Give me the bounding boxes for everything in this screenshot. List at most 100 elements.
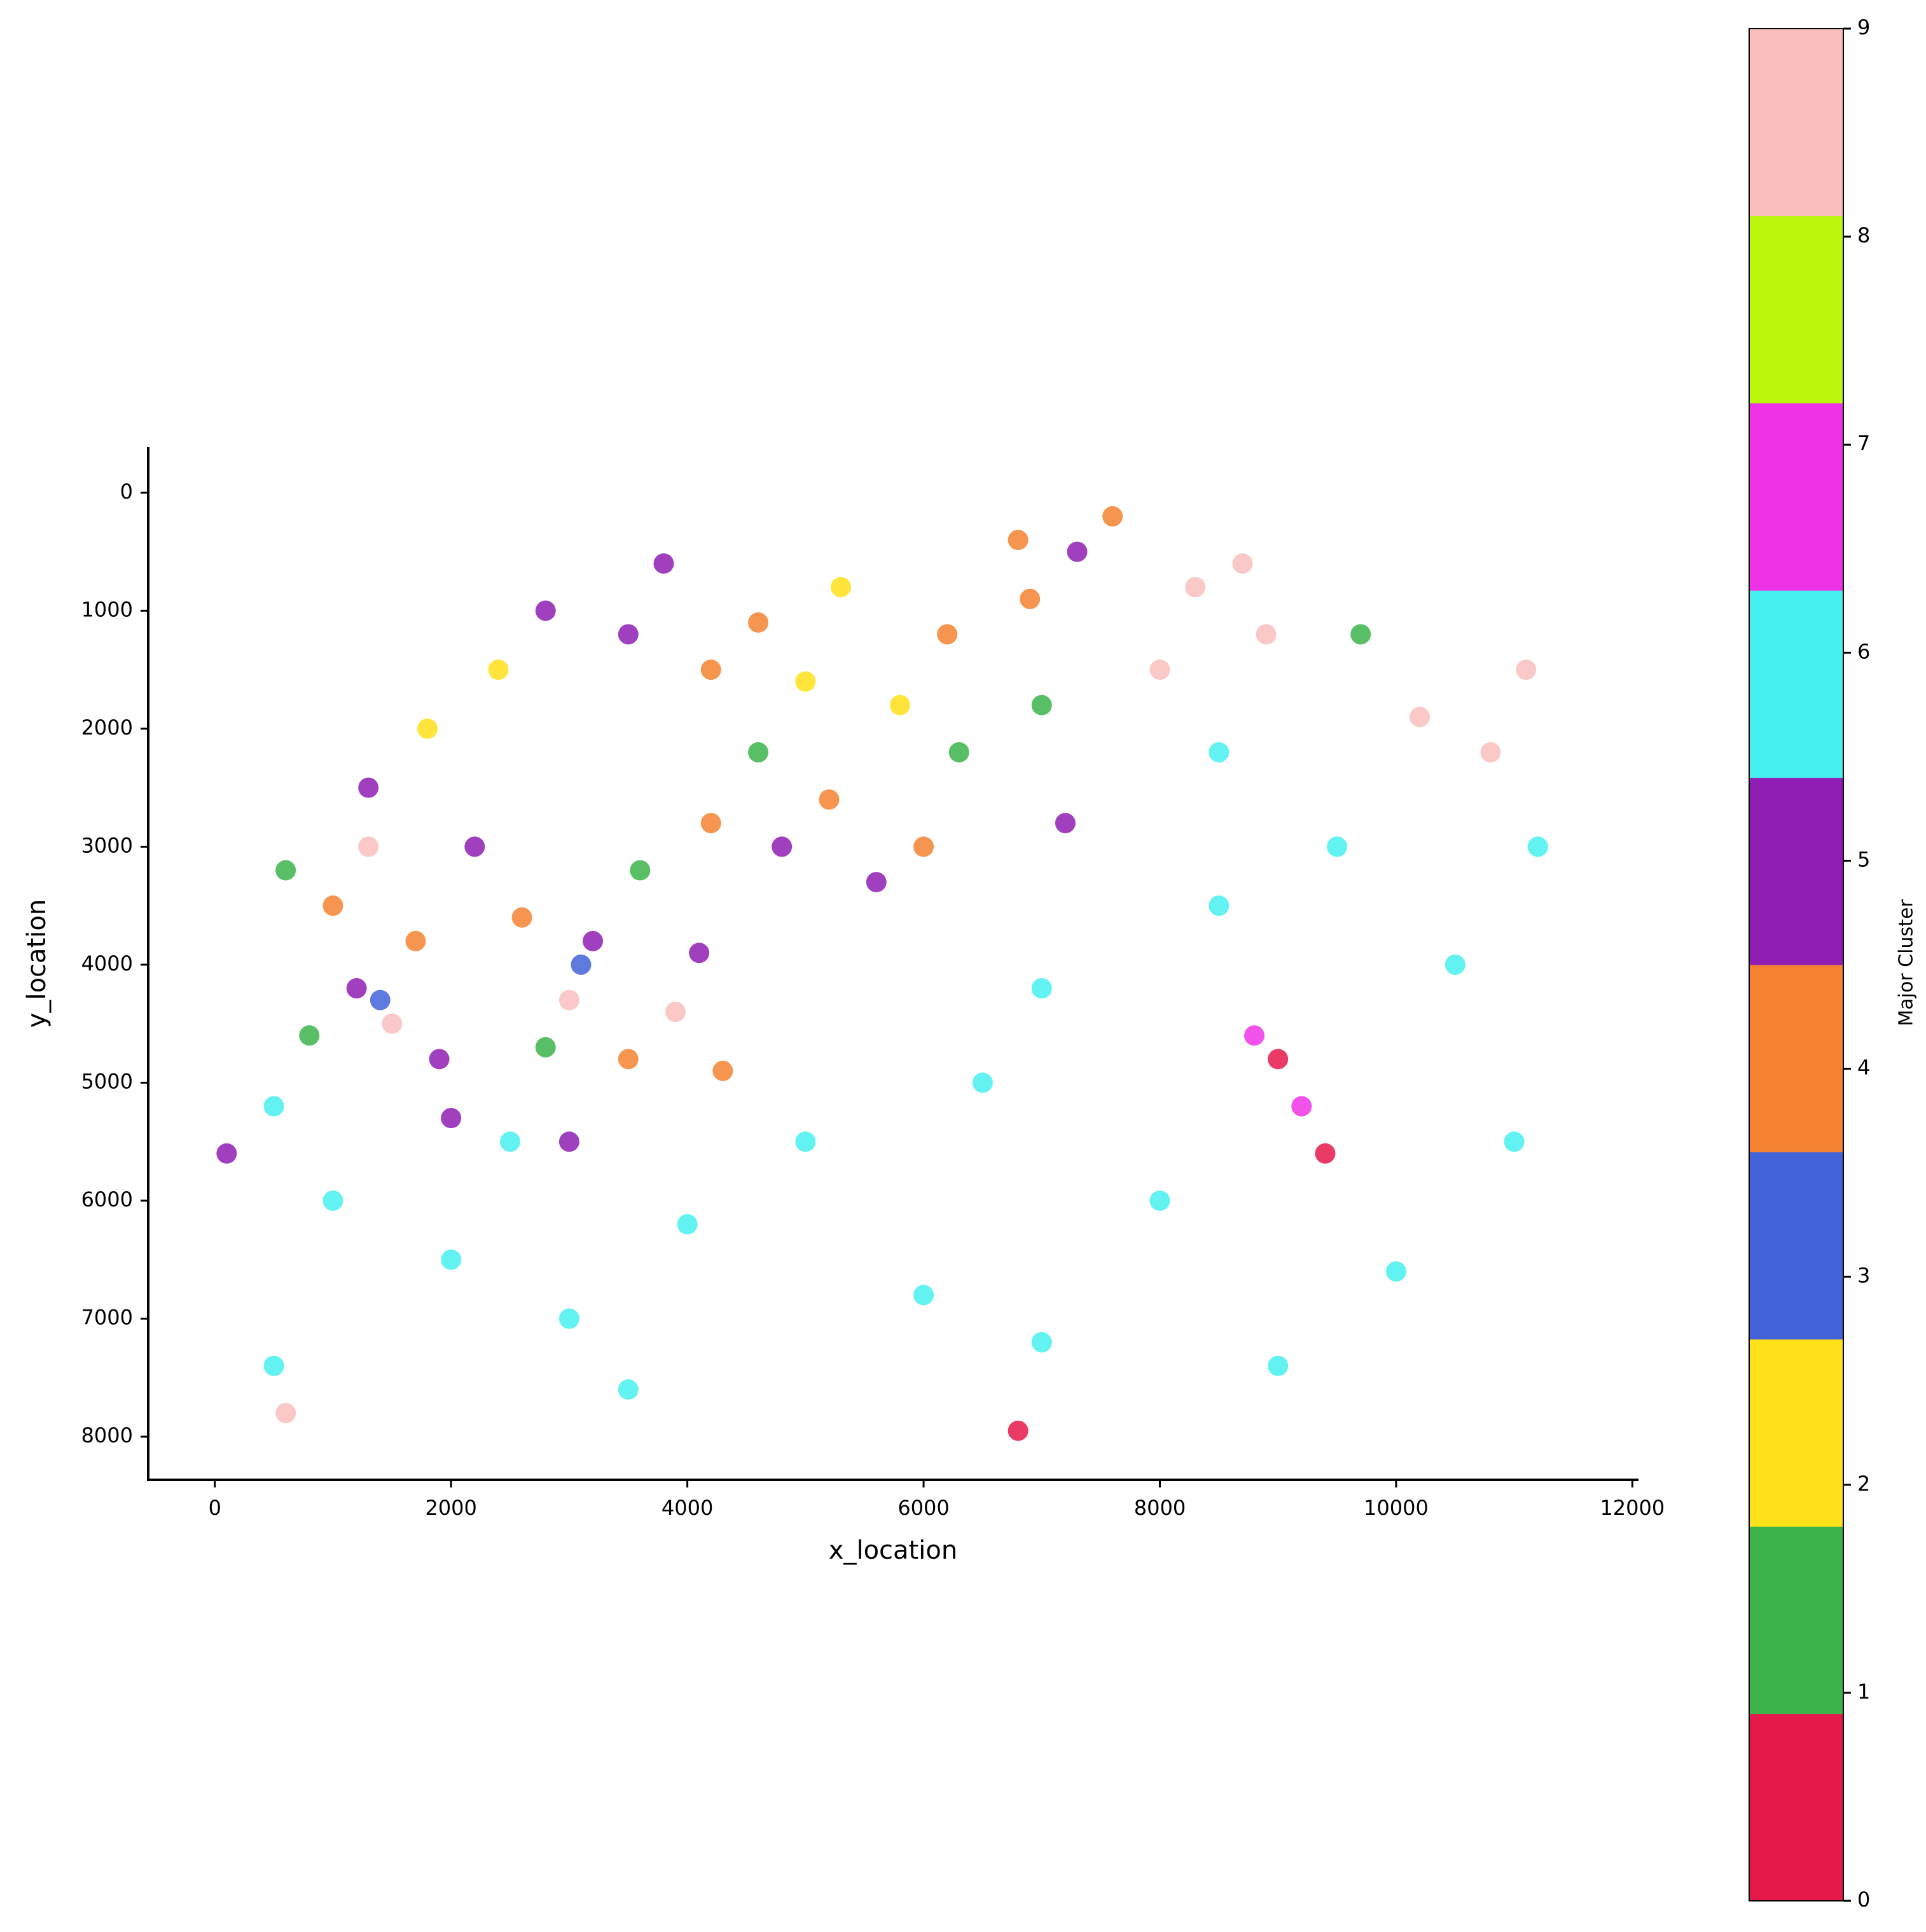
point xyxy=(558,1308,579,1329)
point xyxy=(370,990,391,1011)
point xyxy=(689,942,710,963)
point xyxy=(1268,1355,1289,1376)
point xyxy=(1031,1332,1052,1353)
point xyxy=(913,1285,934,1306)
colorbar-band xyxy=(1749,1152,1843,1340)
point xyxy=(322,895,343,916)
colorbar-tick-label: 7 xyxy=(1857,431,1870,455)
point xyxy=(358,777,379,798)
point xyxy=(535,1037,556,1058)
point xyxy=(1067,541,1088,562)
colorbar-band xyxy=(1749,29,1843,216)
colorbar-band xyxy=(1749,965,1843,1152)
point xyxy=(665,1002,686,1023)
colorbar-tick-label: 4 xyxy=(1857,1056,1870,1080)
point xyxy=(1444,954,1465,975)
point xyxy=(1527,836,1548,857)
point xyxy=(913,836,934,857)
y-tick-label: 4000 xyxy=(81,951,133,976)
x-tick-label: 0 xyxy=(209,1496,221,1520)
x-axis-label: x_location xyxy=(829,1536,957,1565)
point xyxy=(1385,1261,1406,1282)
x-tick-label: 6000 xyxy=(897,1496,949,1520)
x-tick-label: 8000 xyxy=(1134,1496,1186,1520)
point xyxy=(700,659,721,680)
y-tick-label: 3000 xyxy=(81,833,133,857)
point xyxy=(1055,813,1076,834)
point xyxy=(748,612,769,633)
point xyxy=(819,789,840,810)
point xyxy=(488,659,509,680)
point xyxy=(1410,707,1431,728)
colorbar-label: Major Cluster xyxy=(1895,899,1918,1026)
point xyxy=(1350,624,1371,645)
colorbar-band xyxy=(1749,403,1843,591)
colorbar-band xyxy=(1749,1713,1843,1901)
point xyxy=(216,1143,237,1164)
colorbar-tick-label: 1 xyxy=(1857,1680,1870,1704)
colorbar-band xyxy=(1749,590,1843,778)
point xyxy=(866,872,887,893)
point xyxy=(1244,1025,1265,1046)
x-tick-label: 10000 xyxy=(1364,1496,1429,1520)
point xyxy=(831,577,852,598)
colorbar-band xyxy=(1749,216,1843,404)
point xyxy=(1008,1420,1029,1441)
point xyxy=(1291,1096,1312,1117)
point xyxy=(346,978,367,999)
y-tick-label: 1000 xyxy=(81,597,133,621)
y-tick-label: 0 xyxy=(120,480,133,504)
point xyxy=(1268,1049,1289,1070)
point xyxy=(558,1131,579,1152)
colorbar-tick-label: 2 xyxy=(1857,1472,1870,1496)
y-axis-label: y_location xyxy=(22,899,52,1028)
point xyxy=(700,813,721,834)
point xyxy=(441,1108,462,1129)
point xyxy=(889,694,910,715)
point xyxy=(1209,895,1230,916)
point xyxy=(1480,742,1501,762)
point xyxy=(1149,659,1170,680)
y-tick-label: 8000 xyxy=(81,1423,133,1447)
point xyxy=(677,1214,698,1235)
point xyxy=(405,930,426,951)
point xyxy=(1020,588,1041,609)
colorbar-tick-label: 0 xyxy=(1857,1887,1870,1912)
point xyxy=(1209,742,1230,762)
point xyxy=(275,860,296,881)
point xyxy=(441,1249,462,1270)
point xyxy=(1031,978,1052,999)
point xyxy=(795,1131,816,1152)
point xyxy=(275,1402,296,1423)
point xyxy=(748,742,769,762)
point xyxy=(263,1355,284,1376)
point xyxy=(417,718,438,739)
colorbar-frame xyxy=(1749,28,1844,1901)
point xyxy=(583,930,604,951)
point xyxy=(630,860,651,881)
point xyxy=(618,1049,639,1070)
colorbar-tick-label: 8 xyxy=(1857,223,1870,247)
point xyxy=(1008,530,1029,551)
point xyxy=(1504,1131,1525,1152)
colorbar-tick-label: 9 xyxy=(1857,15,1870,39)
y-tick-label: 5000 xyxy=(81,1069,133,1093)
point xyxy=(571,954,592,975)
point xyxy=(653,553,674,574)
point xyxy=(1315,1143,1336,1164)
y-tick-label: 2000 xyxy=(81,715,133,740)
point xyxy=(500,1131,521,1152)
colorbar-band xyxy=(1749,1526,1843,1715)
colorbar-band xyxy=(1749,1339,1843,1527)
point xyxy=(972,1072,993,1093)
point xyxy=(772,836,793,857)
y-tick-label: 7000 xyxy=(81,1306,133,1330)
point xyxy=(322,1190,343,1211)
colorbar-band xyxy=(1749,777,1843,965)
colorbar-tick-label: 6 xyxy=(1857,639,1870,663)
point xyxy=(558,990,579,1011)
point xyxy=(1031,694,1052,715)
point xyxy=(263,1096,284,1117)
point xyxy=(795,671,816,692)
